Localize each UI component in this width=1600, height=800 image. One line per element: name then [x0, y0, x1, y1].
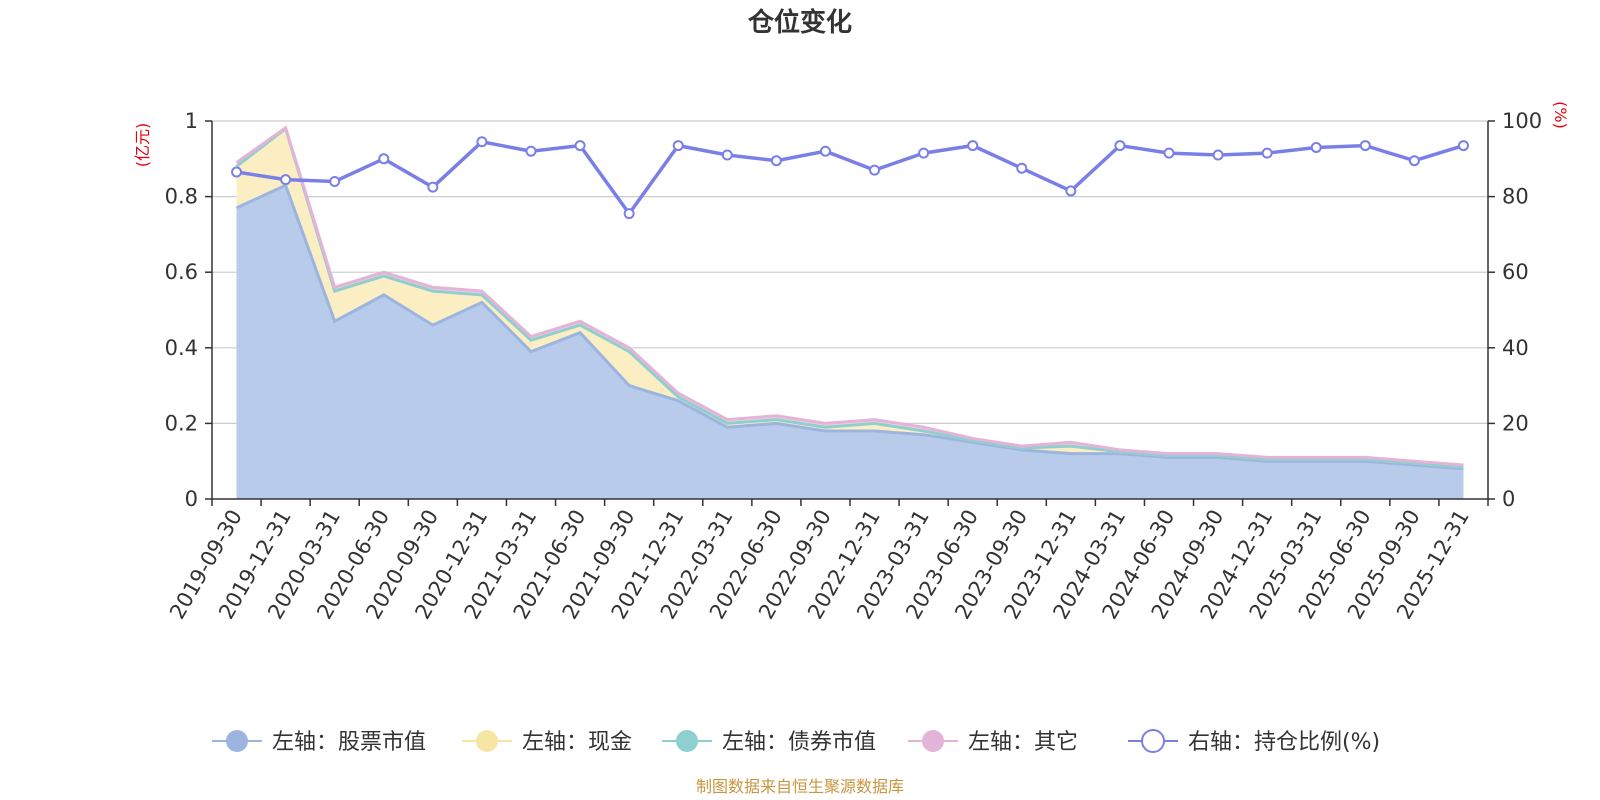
- left-axis-tick-label: 0.8: [165, 185, 198, 209]
- legend-label: 左轴：股票市值: [272, 730, 426, 755]
- ratio-point: [378, 153, 390, 165]
- ratio-point: [1359, 140, 1371, 152]
- x-axis-ticks: 2019-09-302019-12-312020-03-312020-06-30…: [165, 499, 1489, 623]
- legend-item-1[interactable]: 左轴：现金: [462, 730, 632, 755]
- ratio-point: [1310, 141, 1322, 153]
- legend-item-2[interactable]: 左轴：债券市值: [662, 730, 876, 755]
- ratio-point: [1212, 149, 1224, 161]
- ratio-point: [1016, 162, 1028, 174]
- area-edge-series-0: [235, 183, 1464, 471]
- ratio-point: [967, 140, 979, 152]
- ratio-point: [721, 149, 733, 161]
- legend-marker: [922, 730, 944, 752]
- ratio-point: [1065, 185, 1077, 197]
- ratio-point: [427, 181, 439, 193]
- area-edge-series-2: [235, 126, 1464, 469]
- source-note: 制图数据来自恒生聚源数据库: [696, 777, 904, 796]
- ratio-line-path: [236, 139, 1465, 217]
- left-axis-tick-label: 0.2: [165, 411, 198, 435]
- left-axis-unit: (亿元): [133, 123, 152, 168]
- ratio-point: [1457, 140, 1469, 152]
- ratio-line: [231, 136, 1469, 220]
- legend-marker: [1141, 729, 1165, 753]
- legend-label: 左轴：债券市值: [722, 730, 876, 755]
- right-axis-tick-label: 0: [1502, 487, 1515, 511]
- legend-marker: [476, 730, 498, 752]
- ratio-point: [1408, 155, 1420, 167]
- left-axis-tick-label: 0.6: [165, 260, 198, 284]
- right-axis-tick-label: 40: [1502, 336, 1529, 360]
- ratio-point: [770, 155, 782, 167]
- legend-label: 左轴：其它: [968, 730, 1078, 755]
- ratio-point: [1163, 147, 1175, 159]
- area-edge-series-3: [235, 125, 1464, 467]
- ratio-point: [869, 164, 881, 176]
- right-axis-tick-label: 80: [1502, 185, 1529, 209]
- right-axis-tick-label: 100: [1502, 109, 1542, 133]
- chart-title: 仓位变化: [747, 7, 852, 38]
- legend-marker: [226, 730, 248, 752]
- ratio-point: [1114, 140, 1126, 152]
- legend-item-0[interactable]: 左轴：股票市值: [212, 730, 426, 755]
- ratio-point: [574, 140, 586, 152]
- ratio-point: [918, 147, 930, 159]
- left-axis-tick-label: 0.4: [165, 336, 198, 360]
- legend-item-4[interactable]: 右轴：持仓比例(%): [1128, 729, 1380, 755]
- right-axis-tick-label: 20: [1502, 411, 1529, 435]
- right-axis-unit: (%): [1551, 101, 1570, 129]
- legend[interactable]: 左轴：股票市值 左轴：现金 左轴：债券市值 左轴：其它 右轴：持仓比例(%): [212, 729, 1380, 755]
- area-series-0: [236, 185, 1464, 500]
- ratio-point: [672, 140, 684, 152]
- area-series-1: [236, 128, 1464, 469]
- stacked-areas: [235, 125, 1464, 500]
- left-axis-tick-label: 1: [185, 109, 198, 133]
- legend-label: 右轴：持仓比例(%): [1188, 730, 1380, 755]
- ratio-point: [231, 166, 243, 178]
- ratio-point: [819, 145, 831, 157]
- legend-label: 左轴：现金: [522, 730, 632, 755]
- ratio-point: [476, 136, 488, 148]
- right-axis-tick-label: 60: [1502, 260, 1529, 284]
- left-axis-tick-label: 0: [185, 487, 198, 511]
- ratio-point: [525, 145, 537, 157]
- axes: 0 0.2 0.4 0.6 0.8 1 0 20 40 60 80 100: [165, 109, 1543, 511]
- ratio-point: [1261, 147, 1273, 159]
- legend-item-3[interactable]: 左轴：其它: [908, 730, 1078, 755]
- ratio-point: [623, 208, 635, 220]
- legend-marker: [676, 730, 698, 752]
- ratio-point: [329, 175, 341, 187]
- ratio-point: [280, 174, 292, 186]
